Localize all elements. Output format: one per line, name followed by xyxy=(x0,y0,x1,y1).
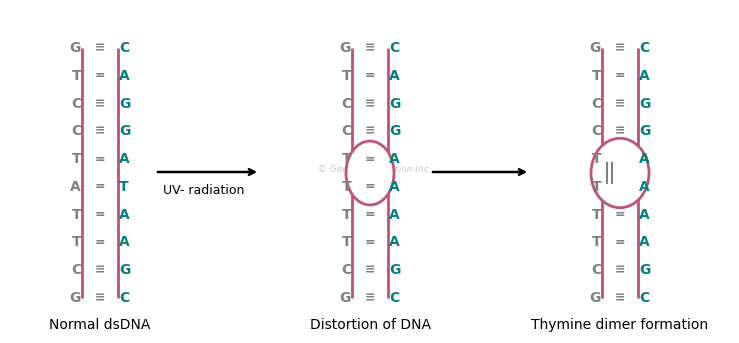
Text: Normal dsDNA: Normal dsDNA xyxy=(50,318,151,332)
Text: G: G xyxy=(119,263,130,277)
Text: T: T xyxy=(119,180,129,194)
Text: T: T xyxy=(72,208,81,222)
Text: C: C xyxy=(71,97,81,110)
Text: A: A xyxy=(639,235,650,249)
Text: T: T xyxy=(72,69,81,83)
Text: A: A xyxy=(389,180,400,194)
Text: A: A xyxy=(70,180,81,194)
Text: T: T xyxy=(72,152,81,166)
Text: ≡: ≡ xyxy=(95,42,105,55)
Text: =: = xyxy=(615,208,625,221)
Text: G: G xyxy=(69,41,81,55)
Text: ≡: ≡ xyxy=(615,264,625,277)
Text: G: G xyxy=(69,291,81,305)
Text: C: C xyxy=(341,124,351,138)
Text: G: G xyxy=(389,97,401,110)
Text: G: G xyxy=(340,291,351,305)
Text: ≡: ≡ xyxy=(365,97,375,110)
Text: T: T xyxy=(341,69,351,83)
Text: C: C xyxy=(389,291,399,305)
Text: T: T xyxy=(591,208,601,222)
Text: C: C xyxy=(590,124,601,138)
Text: A: A xyxy=(119,208,130,222)
Text: T: T xyxy=(591,152,601,166)
Text: =: = xyxy=(95,208,106,221)
Text: T: T xyxy=(72,235,81,249)
Text: C: C xyxy=(590,263,601,277)
Text: =: = xyxy=(95,153,106,166)
Text: A: A xyxy=(119,152,130,166)
Text: G: G xyxy=(389,124,401,138)
Text: ≡: ≡ xyxy=(615,42,625,55)
Text: G: G xyxy=(639,124,650,138)
Text: ≡: ≡ xyxy=(95,264,105,277)
Text: G: G xyxy=(119,124,130,138)
Text: C: C xyxy=(119,291,129,305)
Text: A: A xyxy=(389,69,400,83)
Text: © Genetic Education Inc.: © Genetic Education Inc. xyxy=(319,166,432,175)
Text: ≡: ≡ xyxy=(615,97,625,110)
Text: A: A xyxy=(119,69,130,83)
Text: G: G xyxy=(639,263,650,277)
Text: ≡: ≡ xyxy=(365,42,375,55)
Text: ≡: ≡ xyxy=(365,264,375,277)
Text: =: = xyxy=(364,236,375,249)
Text: T: T xyxy=(591,180,601,194)
Text: G: G xyxy=(340,41,351,55)
Ellipse shape xyxy=(591,138,649,208)
Text: =: = xyxy=(364,69,375,82)
Text: G: G xyxy=(639,97,650,110)
Text: G: G xyxy=(389,263,401,277)
Text: ≡: ≡ xyxy=(95,97,105,110)
Text: =: = xyxy=(615,236,625,249)
Text: C: C xyxy=(119,41,129,55)
Text: A: A xyxy=(389,208,400,222)
Text: C: C xyxy=(71,263,81,277)
Text: T: T xyxy=(341,152,351,166)
Text: =: = xyxy=(95,180,106,193)
Text: A: A xyxy=(639,180,650,194)
Text: C: C xyxy=(71,124,81,138)
Text: A: A xyxy=(639,152,650,166)
Text: T: T xyxy=(591,235,601,249)
Text: A: A xyxy=(389,235,400,249)
Text: G: G xyxy=(590,291,601,305)
Text: T: T xyxy=(341,180,351,194)
Text: ≡: ≡ xyxy=(365,125,375,138)
Text: C: C xyxy=(389,41,399,55)
Text: =: = xyxy=(364,153,375,166)
Text: ≡: ≡ xyxy=(615,125,625,138)
Text: UV- radiation: UV- radiation xyxy=(163,184,245,197)
Text: A: A xyxy=(389,152,400,166)
Text: C: C xyxy=(639,41,650,55)
Text: C: C xyxy=(639,291,650,305)
Text: T: T xyxy=(341,235,351,249)
Text: =: = xyxy=(364,208,375,221)
Text: G: G xyxy=(119,97,130,110)
Text: =: = xyxy=(615,69,625,82)
Text: ≡: ≡ xyxy=(365,292,375,305)
Text: =: = xyxy=(95,236,106,249)
Text: C: C xyxy=(341,263,351,277)
Text: ≡: ≡ xyxy=(95,292,105,305)
Text: A: A xyxy=(639,208,650,222)
Text: G: G xyxy=(590,41,601,55)
Text: ≡: ≡ xyxy=(95,125,105,138)
Ellipse shape xyxy=(346,141,394,205)
Text: Thymine dimer formation: Thymine dimer formation xyxy=(531,318,709,332)
Text: A: A xyxy=(639,69,650,83)
Text: C: C xyxy=(341,97,351,110)
Text: ≡: ≡ xyxy=(615,292,625,305)
Text: C: C xyxy=(590,97,601,110)
Text: A: A xyxy=(119,235,130,249)
Text: =: = xyxy=(364,180,375,193)
Text: T: T xyxy=(591,69,601,83)
Text: Distortion of DNA: Distortion of DNA xyxy=(310,318,431,332)
Text: T: T xyxy=(341,208,351,222)
Text: =: = xyxy=(95,69,106,82)
